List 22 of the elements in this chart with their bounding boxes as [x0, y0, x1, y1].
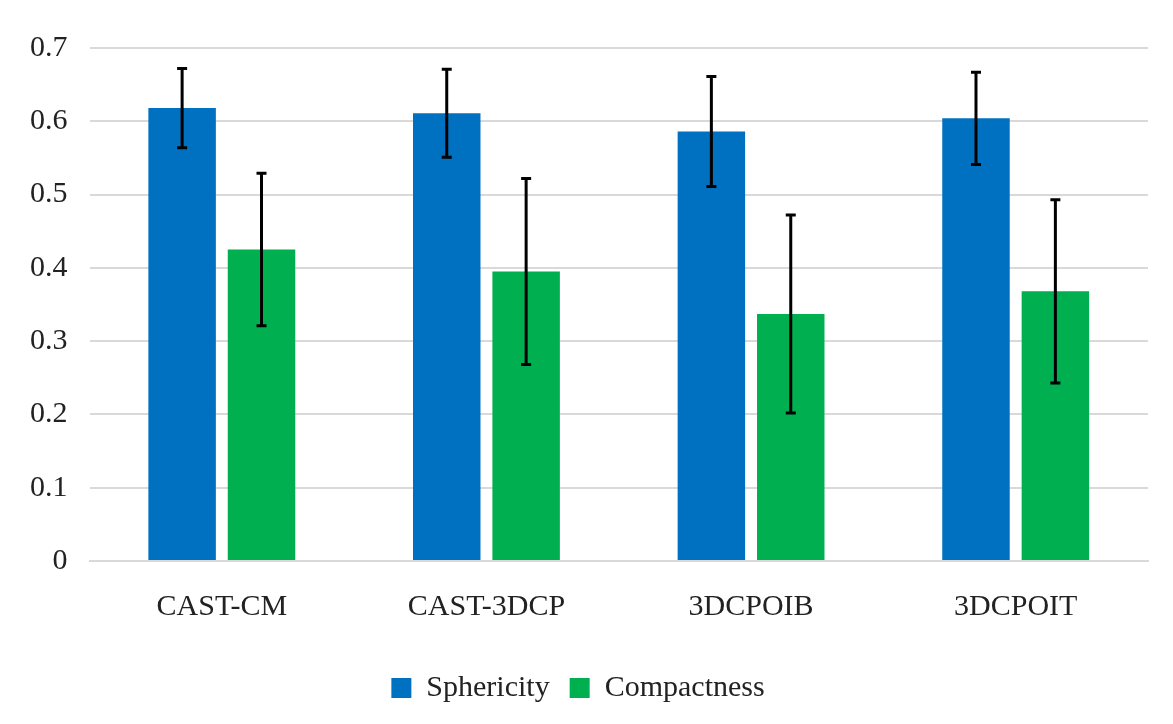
y-tick-label: 0: [52, 541, 68, 575]
y-tick-label: 0.3: [30, 322, 68, 356]
legend-label: Compactness: [604, 668, 765, 702]
y-tick-label: 0.6: [30, 102, 68, 136]
x-tick-label: 3DCPOIT: [954, 587, 1078, 621]
bar: [413, 113, 481, 560]
bar: [227, 249, 296, 560]
bar: [677, 131, 746, 560]
legend-label: Sphericity: [426, 668, 550, 702]
x-tick-label: CAST-3DCP: [407, 587, 566, 621]
y-tick-label: 0.4: [30, 248, 68, 282]
x-tick-label: 3DCPOIB: [688, 587, 814, 621]
bar: [757, 314, 825, 560]
bar: [1021, 291, 1090, 560]
y-tick-label: 0.5: [30, 175, 68, 209]
bar: [942, 118, 1010, 560]
y-tick-label: 0.7: [30, 28, 68, 62]
bar: [492, 271, 560, 560]
x-tick-label: CAST-CM: [156, 587, 288, 621]
y-tick-label: 0.1: [30, 468, 68, 502]
y-tick-label: 0.2: [30, 395, 68, 429]
bar: [148, 108, 216, 560]
